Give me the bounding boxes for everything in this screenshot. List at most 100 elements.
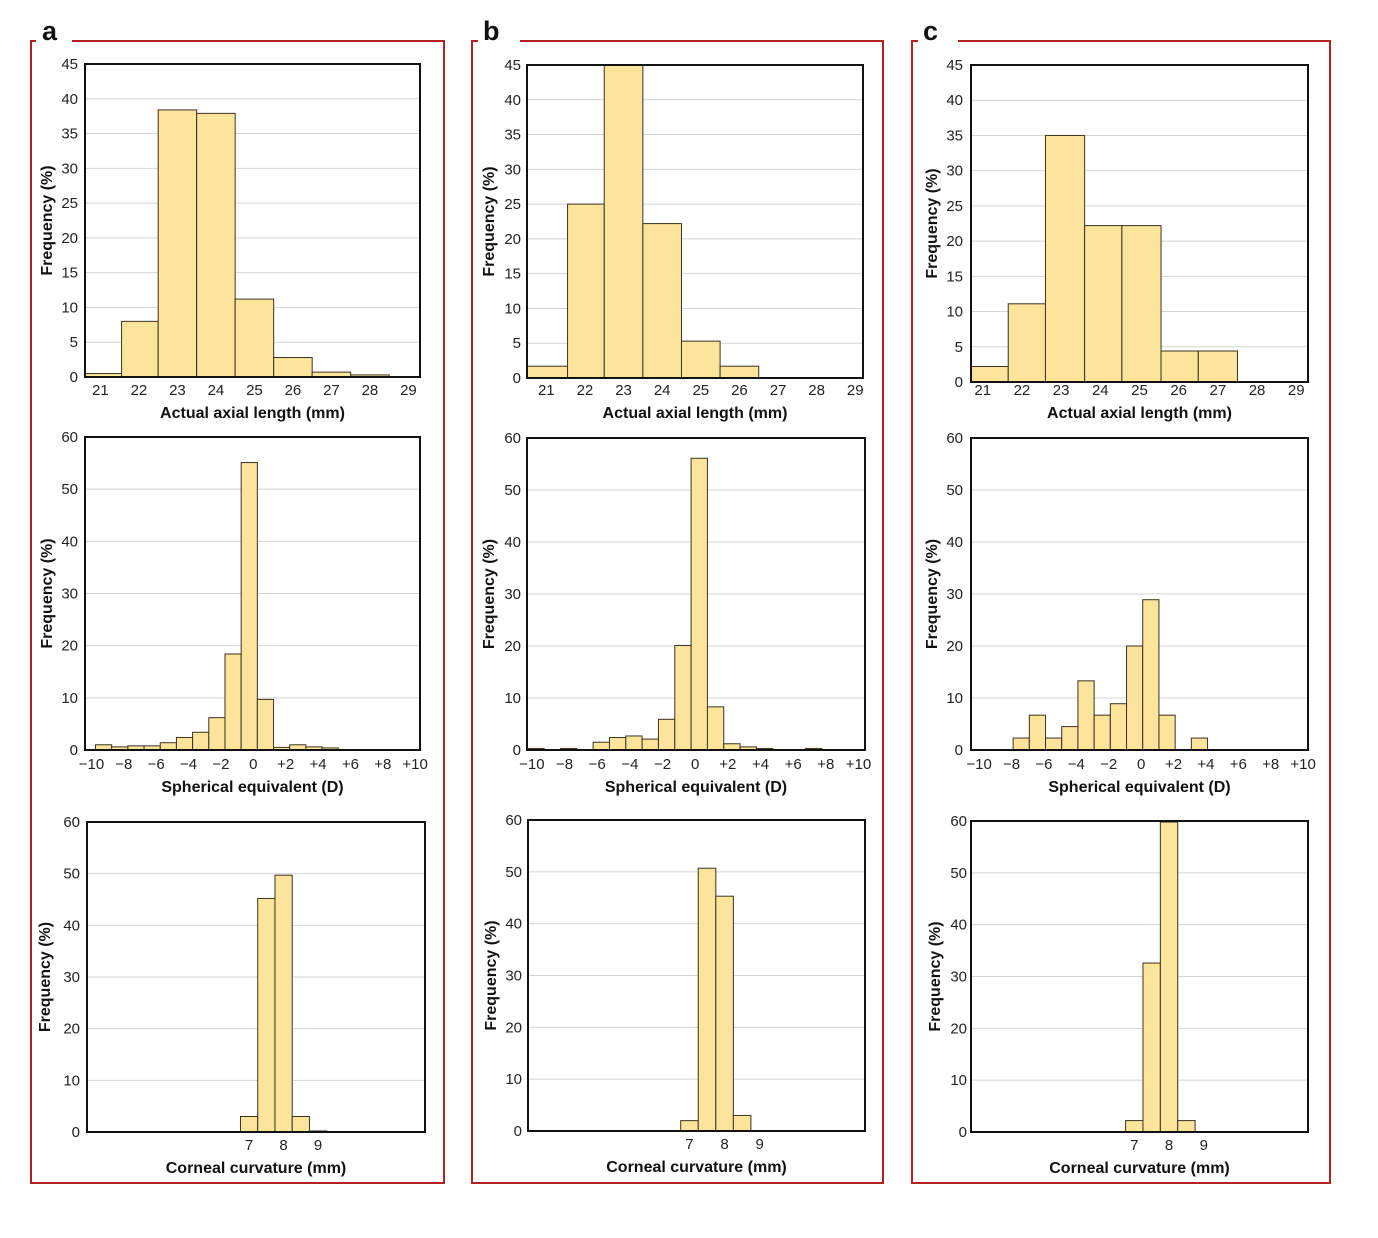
x-tick-label: 23 <box>169 382 186 399</box>
y-tick-label: 20 <box>504 231 521 248</box>
y-axis-title: Frequency (%) <box>39 165 56 275</box>
x-tick-label: 25 <box>246 382 263 399</box>
histogram-bar <box>697 867 717 1132</box>
y-tick-label: 30 <box>61 586 78 603</box>
x-tick-label: −6 <box>1035 756 1052 773</box>
histogram-bar <box>608 737 627 751</box>
plot-frame <box>86 821 426 1133</box>
y-tick-label: 0 <box>514 1123 522 1140</box>
y-tick-label: 10 <box>61 690 78 707</box>
histogram-bar <box>732 1114 752 1132</box>
histogram-bar <box>970 366 1009 383</box>
y-tick-label: 0 <box>955 742 963 759</box>
x-tick-label: 22 <box>1014 382 1031 399</box>
plot-frame <box>526 437 866 751</box>
chart-b-axial-length: 0 5 10 15 20 25 30 35 40 45 21 22 23 24 25 26 27 28 29 Actu… <box>481 57 864 422</box>
y-tick-label: 40 <box>63 917 80 934</box>
x-tick-label: 29 <box>1288 382 1305 399</box>
histogram-bar <box>690 457 708 751</box>
x-tick-label: 21 <box>92 382 109 399</box>
panel-b-letter: b <box>483 16 500 46</box>
x-axis-title: Actual axial length (mm) <box>160 405 345 422</box>
y-tick-label: 60 <box>950 813 967 830</box>
histogram-bar <box>1061 726 1079 751</box>
histogram-bar <box>196 112 236 378</box>
histogram-bar <box>240 462 258 751</box>
histogram-bar <box>1126 645 1144 751</box>
y-tick-label: 30 <box>505 968 522 985</box>
y-tick-label: 45 <box>946 57 963 74</box>
x-tick-label: −4 <box>1068 756 1085 773</box>
y-tick-label: 10 <box>504 690 521 707</box>
y-tick-label: 0 <box>513 742 521 759</box>
x-tick-label: +6 <box>1230 756 1247 773</box>
x-tick-label: −10 <box>519 756 544 773</box>
x-tick-label: −4 <box>621 756 638 773</box>
y-tick-label: 0 <box>959 1124 967 1141</box>
x-axis-title: Corneal curvature (mm) <box>166 1160 347 1177</box>
histogram-bar <box>625 735 643 751</box>
y-tick-label: 10 <box>63 1072 80 1089</box>
x-tick-label: 21 <box>538 382 555 399</box>
y-tick-label: 10 <box>950 1072 967 1089</box>
histogram-bar <box>1077 680 1095 751</box>
x-tick-label: 0 <box>691 756 699 773</box>
x-tick-label: 0 <box>249 756 257 773</box>
x-tick-label: +8 <box>374 756 391 773</box>
y-tick-label: 10 <box>505 1071 522 1088</box>
x-tick-label: +6 <box>342 756 359 773</box>
histogram-bar <box>291 1116 310 1133</box>
x-tick-label: 28 <box>1249 382 1266 399</box>
histogram-bar <box>256 698 275 751</box>
panel-b-border <box>471 40 884 1184</box>
y-tick-label: 15 <box>61 265 78 282</box>
x-tick-label: +2 <box>1165 756 1182 773</box>
x-tick-label: −2 <box>654 756 671 773</box>
y-tick-label: 40 <box>950 917 967 934</box>
x-tick-label: −6 <box>589 756 606 773</box>
y-tick-label: 60 <box>505 812 522 829</box>
histogram-bar <box>680 340 721 379</box>
x-tick-label: +2 <box>277 756 294 773</box>
x-tick-label: 27 <box>323 382 340 399</box>
y-tick-label: 0 <box>70 369 78 386</box>
y-tick-label: 5 <box>513 335 521 352</box>
x-tick-label: +4 <box>309 756 326 773</box>
y-tick-label: 10 <box>61 299 78 316</box>
histogram-bar <box>175 736 194 751</box>
y-tick-label: 50 <box>504 482 521 499</box>
histogram-bar <box>1142 962 1161 1133</box>
y-axis-title: Frequency (%) <box>481 539 498 649</box>
histogram-bar <box>1160 350 1199 383</box>
y-tick-label: 60 <box>946 430 963 447</box>
histogram-bar <box>526 365 569 379</box>
histogram-bar <box>224 653 242 751</box>
x-tick-label: −10 <box>79 756 104 773</box>
chart-a-axial-length: 0 5 10 15 20 25 30 35 40 45 21 22 23 24 25 26 27 28 29 Actu… <box>39 56 421 422</box>
histogram-bar <box>715 895 734 1132</box>
y-tick-label: 20 <box>63 1021 80 1038</box>
y-tick-label: 40 <box>61 533 78 550</box>
plot-frame <box>970 64 1309 383</box>
x-axis-title: Actual axial length (mm) <box>1047 405 1232 422</box>
x-tick-label: −8 <box>1003 756 1020 773</box>
x-tick-label: 24 <box>1092 382 1109 399</box>
y-axis-title: Frequency (%) <box>39 538 56 648</box>
x-tick-label: 26 <box>1170 382 1187 399</box>
y-tick-label: 60 <box>504 430 521 447</box>
y-tick-label: 0 <box>955 374 963 391</box>
y-tick-label: 60 <box>63 814 80 831</box>
x-tick-label: 24 <box>654 382 671 399</box>
y-tick-label: 40 <box>946 534 963 551</box>
y-tick-label: 20 <box>946 233 963 250</box>
y-tick-label: 0 <box>72 1124 80 1141</box>
chart-b-corneal-curvature: 0 10 20 30 40 50 60 7 8 9 Corneal curvature (mm) Fr… <box>483 812 866 1176</box>
y-tick-label: 40 <box>946 92 963 109</box>
x-tick-label: 9 <box>1200 1137 1208 1154</box>
y-tick-label: 20 <box>505 1019 522 1036</box>
x-axis-title: Actual axial length (mm) <box>603 405 788 422</box>
chart-c-corneal-curvature: 0 10 20 30 40 50 60 7 8 9 Corneal curvature (mm) Fr… <box>927 813 1309 1177</box>
histogram-bar <box>1159 821 1179 1133</box>
panel-c-letter: c <box>923 16 938 46</box>
histogram-bar <box>657 718 676 751</box>
